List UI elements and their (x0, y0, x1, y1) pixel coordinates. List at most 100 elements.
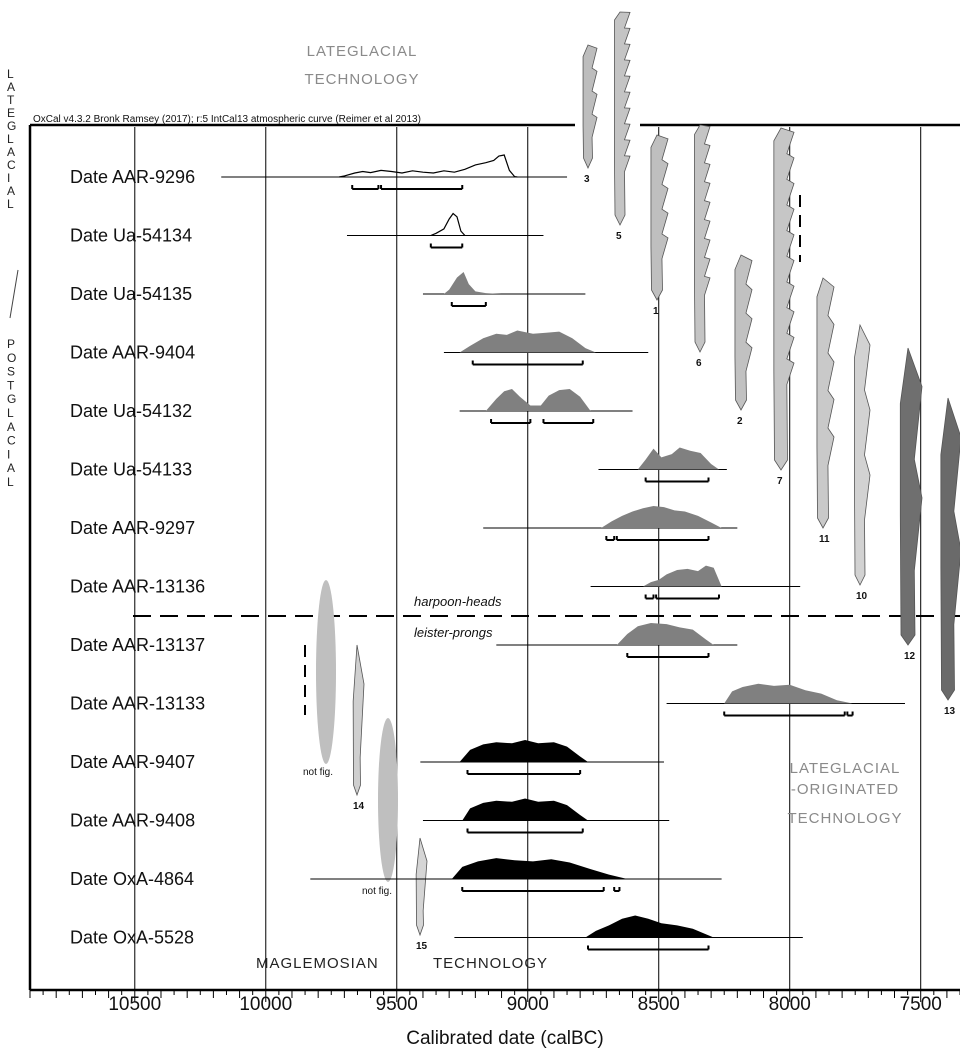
not-fig-label-1: not fig. (303, 767, 333, 778)
artifact-number-15: 15 (416, 941, 428, 952)
tick-label-7500: 7500 (900, 994, 942, 1015)
date-label-4: Date Ua-54132 (70, 401, 192, 421)
vertical-letter-bottom-4: G (7, 392, 16, 406)
artifact-2: 2 (734, 254, 753, 427)
not-fig-shape-1 (316, 580, 336, 764)
date-row-aar-9408: Date AAR-9408 (70, 798, 670, 834)
artifact-11: 11 (816, 277, 835, 545)
date-row-aar-9297: Date AAR-9297 (70, 506, 738, 541)
date-distribution-11 (462, 798, 588, 821)
vertical-letter-bottom-1: O (7, 351, 16, 365)
date-distribution-2 (443, 272, 502, 294)
vertical-letter-bottom-2: S (7, 365, 15, 379)
date-distribution-1 (430, 212, 466, 237)
artifact-14: 14 (352, 644, 365, 812)
date-label-5: Date Ua-54133 (70, 460, 192, 480)
not-fig-shape-2 (378, 718, 398, 882)
date-row-aar-13137: Date AAR-13137 (70, 623, 738, 658)
date-label-0: Date AAR-9296 (70, 167, 195, 187)
date-label-1: Date Ua-54134 (70, 226, 192, 246)
artifact-12: 12 (899, 347, 923, 662)
lateglacial-originated-label-line3: TECHNOLOGY (787, 810, 902, 827)
date-label-8: Date AAR-13137 (70, 635, 205, 655)
vertical-letter-top-1: A (7, 80, 15, 94)
artifact-number-14: 14 (353, 801, 365, 812)
date-label-10: Date AAR-9407 (70, 752, 195, 772)
date-distribution-7 (643, 565, 722, 587)
vertical-letter-top-0: L (7, 67, 14, 81)
vertical-letter-top-6: A (7, 145, 15, 159)
vertical-letter-bottom-6: A (7, 420, 15, 434)
vertical-letter-bottom-7: C (7, 434, 16, 448)
date-distribution-6 (601, 506, 722, 528)
artifact-7: 7 (773, 127, 795, 487)
artifact-shape-11 (816, 277, 835, 529)
tick-label-9500: 9500 (376, 994, 418, 1015)
lateglacial-originated-label-line2: -ORIGINATED (791, 781, 899, 798)
artifact-shape-6 (694, 124, 711, 353)
artifact-3: 3 (582, 44, 598, 185)
harpoon-heads-label: harpoon-heads (414, 594, 502, 609)
date-label-9: Date AAR-13133 (70, 694, 205, 714)
vertical-letter-top-2: T (7, 93, 15, 107)
artifact-number-5: 5 (616, 231, 622, 242)
tick-label-8500: 8500 (638, 994, 680, 1015)
artifact-number-1: 1 (653, 306, 659, 317)
plot-frame (28, 123, 960, 992)
artifact-number-3: 3 (584, 174, 590, 185)
date-row-ua-54135: Date Ua-54135 (70, 272, 586, 307)
date-label-12: Date OxA-4864 (70, 869, 194, 889)
vertical-letter-top-10: L (7, 197, 14, 211)
vertical-letter-bottom-9: A (7, 461, 15, 475)
artifact-number-11: 11 (819, 534, 830, 545)
artifact-10: 10 (854, 323, 871, 602)
x-axis-ticks (29, 990, 960, 1002)
artifact-shape-12 (899, 347, 923, 646)
artifact-13: 13 (940, 397, 960, 717)
date-distribution-8 (616, 623, 714, 645)
artifact-illustrations: 3 5 1 6 2 7 11 10 12 13 14 15 (304, 11, 960, 952)
date-label-2: Date Ua-54135 (70, 284, 192, 304)
artifact-shape-10 (854, 323, 871, 586)
date-distribution-5 (637, 447, 719, 470)
vertical-letter-top-7: C (7, 158, 16, 172)
vertical-letter-bottom-3: T (7, 378, 15, 392)
date-rows: Date AAR-9296 Date Ua-54134 Date Ua-54135 D… (70, 154, 905, 951)
vertical-letter-top-4: G (7, 119, 16, 133)
date-distribution-0 (338, 154, 518, 178)
date-row-aar-9404: Date AAR-9404 (70, 330, 649, 366)
artifact-number-2: 2 (737, 416, 743, 427)
artifact-shape-7 (773, 127, 795, 471)
artifact-number-13: 13 (944, 706, 956, 717)
vertical-letter-top-5: L (7, 132, 14, 146)
artifact-number-12: 12 (904, 651, 916, 662)
artifact-1: 1 (650, 134, 669, 317)
artifact-shape-14 (352, 644, 365, 797)
artifact-shape-15 (415, 837, 428, 937)
artifact-number-10: 10 (856, 591, 868, 602)
date-row-ua-54132: Date Ua-54132 (70, 389, 633, 424)
artifact-shape-1 (650, 134, 669, 301)
date-row-ua-54134: Date Ua-54134 (70, 212, 544, 249)
tick-label-10500: 10500 (108, 994, 161, 1015)
x-axis-tick-labels: 10500 10000 9500 9000 8500 8000 7500 (108, 994, 941, 1015)
vertical-slash-line (9, 269, 19, 319)
lateglacial-originated-label-line1: LATEGLACIAL (790, 760, 901, 777)
date-label-6: Date AAR-9297 (70, 518, 195, 538)
vertical-letter-top-9: A (7, 184, 15, 198)
artifact-shape-13 (940, 397, 960, 701)
vertical-letter-bottom-8: I (7, 447, 10, 461)
artifact-shape-3 (582, 44, 598, 169)
date-row-aar-9407: Date AAR-9407 (70, 740, 664, 775)
date-distribution-9 (724, 683, 853, 704)
vertical-letter-bottom-10: L (7, 475, 14, 489)
lateglacial-technology-label-line2: TECHNOLOGY (304, 71, 419, 88)
date-label-3: Date AAR-9404 (70, 343, 195, 363)
date-label-11: Date AAR-9408 (70, 811, 195, 831)
lateglacial-technology-label-line1: LATEGLACIAL (307, 43, 418, 60)
vertical-letter-bottom-0: P (7, 337, 15, 351)
vertical-letter-top-3: E (7, 106, 15, 120)
date-distribution-4 (485, 389, 591, 411)
date-distribution-13 (585, 915, 714, 938)
